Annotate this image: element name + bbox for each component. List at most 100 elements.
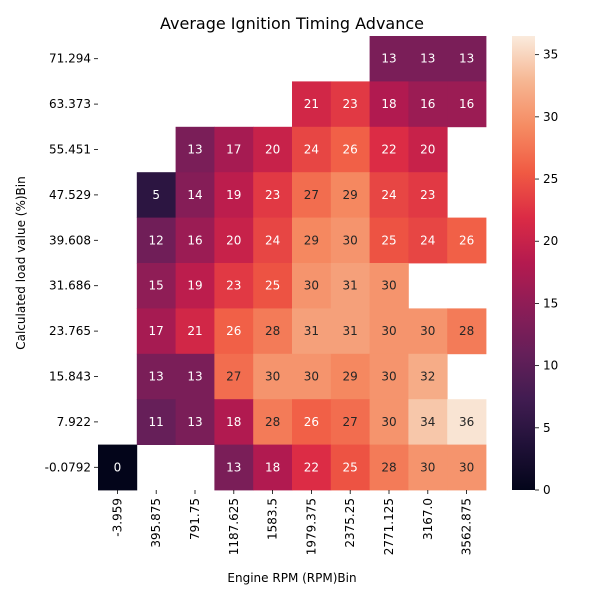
colorbar-tick-label: 20 (543, 234, 558, 248)
heatmap-cell (330, 172, 370, 218)
x-tick-label: 1187.625 (227, 498, 241, 555)
heatmap-cell (447, 444, 487, 491)
colorbar-tick-label: 30 (543, 110, 558, 124)
heatmap-cell (447, 217, 487, 264)
cell-value-label: 20 (265, 143, 280, 157)
x-tick-label: 3562.875 (460, 498, 474, 555)
cell-value-label: 11 (149, 415, 164, 429)
cell-value-label: 27 (226, 370, 241, 384)
cell-value-label: 24 (304, 143, 319, 157)
heatmap-cell (292, 81, 332, 128)
heatmap-cell (253, 263, 293, 309)
heatmap-cell (408, 81, 448, 128)
y-axis-label: Calculated load value (%)Bin (14, 176, 28, 349)
heatmap-cell (136, 217, 176, 264)
cell-value-label: 20 (226, 233, 241, 247)
heatmap-cell (253, 217, 293, 264)
heatmap-cell (253, 308, 293, 355)
cell-value-label: 30 (304, 370, 319, 384)
cell-value-label: 24 (381, 188, 396, 202)
heatmap-cell (447, 81, 487, 128)
heatmap-cell (214, 172, 254, 218)
heatmap-cell (330, 217, 370, 264)
heatmap-cell (253, 444, 293, 491)
y-tick-label: 63.373 (49, 97, 91, 111)
heatmap-cell (253, 172, 293, 218)
heatmap-cell (214, 308, 254, 355)
colorbar-tick-label: 35 (543, 48, 558, 62)
heatmap-cell (136, 263, 176, 309)
x-tick-label: 395.875 (149, 498, 163, 548)
heatmap-cell (292, 308, 332, 355)
cell-value-label: 13 (459, 52, 474, 66)
cell-value-label: 0 (114, 460, 122, 474)
cell-value-label: 12 (149, 233, 164, 247)
y-tick-label: 39.608 (49, 233, 91, 247)
cell-value-label: 25 (343, 460, 358, 474)
heatmap-cell (253, 126, 293, 173)
y-tick-label: 31.686 (49, 279, 91, 293)
cell-value-label: 29 (304, 233, 319, 247)
heatmap-cell (214, 126, 254, 173)
heatmap-cell (408, 353, 448, 400)
colorbar-ticks: 0 5 10 15 20 25 30 35 (535, 48, 558, 497)
heatmap-cell (292, 126, 332, 173)
heatmap-cells: 13 13 13 21 23 18 16 16 13 17 20 24 26 22 20 5 14 19 23 27 2… (98, 36, 487, 491)
cell-value-label: 16 (187, 233, 202, 247)
cell-value-label: 30 (381, 370, 396, 384)
heatmap-cell (408, 172, 448, 218)
heatmap-cell (175, 263, 215, 309)
cell-value-label: 18 (226, 415, 241, 429)
x-axis-label: Engine RPM (RPM)Bin (227, 571, 356, 585)
cell-value-label: 27 (304, 188, 319, 202)
heatmap-cell (330, 263, 370, 309)
cell-value-label: 22 (381, 143, 396, 157)
y-tick-label: 23.765 (49, 324, 91, 338)
heatmap-cell (408, 444, 448, 491)
heatmap-cell (330, 81, 370, 128)
heatmap-cell (253, 353, 293, 400)
colorbar-tick-label: 5 (543, 421, 551, 435)
chart-title: Average Ignition Timing Advance (160, 14, 424, 33)
cell-value-label: 15 (149, 279, 164, 293)
cell-value-label: 23 (265, 188, 280, 202)
cell-value-label: 36 (459, 415, 474, 429)
heatmap-cell (292, 399, 332, 445)
cell-value-label: 30 (459, 460, 474, 474)
cell-value-label: 31 (343, 324, 358, 338)
heatmap-cell (369, 217, 409, 264)
cell-value-label: 28 (459, 324, 474, 338)
cell-value-label: 25 (381, 233, 396, 247)
heatmap-cell (369, 308, 409, 355)
cell-value-label: 13 (420, 52, 435, 66)
y-tick-label: 47.529 (49, 188, 91, 202)
heatmap-cell (369, 353, 409, 400)
heatmap-cell (292, 172, 332, 218)
cell-value-label: 13 (187, 370, 202, 384)
y-tick-label: -0.0792 (45, 460, 91, 474)
heatmap-cell (408, 36, 448, 82)
heatmap-cell (369, 399, 409, 445)
cell-value-label: 27 (343, 415, 358, 429)
cell-value-label: 18 (381, 97, 396, 111)
heatmap-cell (369, 444, 409, 491)
heatmap-cell (369, 36, 409, 82)
cell-value-label: 28 (265, 415, 280, 429)
heatmap-cell (447, 308, 487, 355)
heatmap-cell (136, 399, 176, 445)
cell-value-label: 24 (420, 233, 435, 247)
cell-value-label: 30 (381, 324, 396, 338)
cell-value-label: 34 (420, 415, 435, 429)
cell-value-label: 30 (343, 233, 358, 247)
heatmap-cell (447, 36, 487, 82)
y-tick-label: 15.843 (49, 370, 91, 384)
heatmap-cell (408, 217, 448, 264)
heatmap-cell (447, 399, 487, 445)
cell-value-label: 31 (343, 279, 358, 293)
heatmap-cell (408, 399, 448, 445)
heatmap-cell (330, 353, 370, 400)
cell-value-label: 28 (381, 460, 396, 474)
cell-value-label: 32 (420, 370, 435, 384)
heatmap-cell (214, 353, 254, 400)
